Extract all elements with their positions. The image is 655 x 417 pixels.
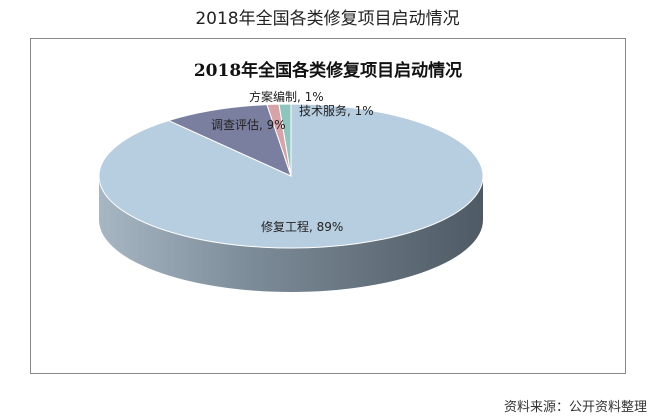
slice-label: 修复工程, 89%: [261, 219, 343, 234]
chart-frame: 2018年全国各类修复项目启动情况 修复工程, 89% 调查评估, 9% 方案编制,…: [30, 38, 626, 374]
chart-title: 2018年全国各类修复项目启动情况: [193, 61, 463, 81]
slice-label: 技术服务, 1%: [299, 103, 374, 118]
pie-side: [99, 176, 483, 292]
pie-slice-2: [167, 104, 292, 177]
pie-slice-4: [278, 103, 292, 177]
slice-label: 调查评估, 9%: [211, 118, 286, 132]
outer-title: 2018年全国各类修复项目启动情况: [195, 9, 460, 29]
slice-label: 方案编制, 1%: [249, 89, 324, 104]
source-note: 资料来源：公开资料整理: [503, 400, 647, 415]
pie-chart: 修复工程, 89% 调查评估, 9% 方案编制, 1%技术服务, 1%: [98, 89, 484, 292]
